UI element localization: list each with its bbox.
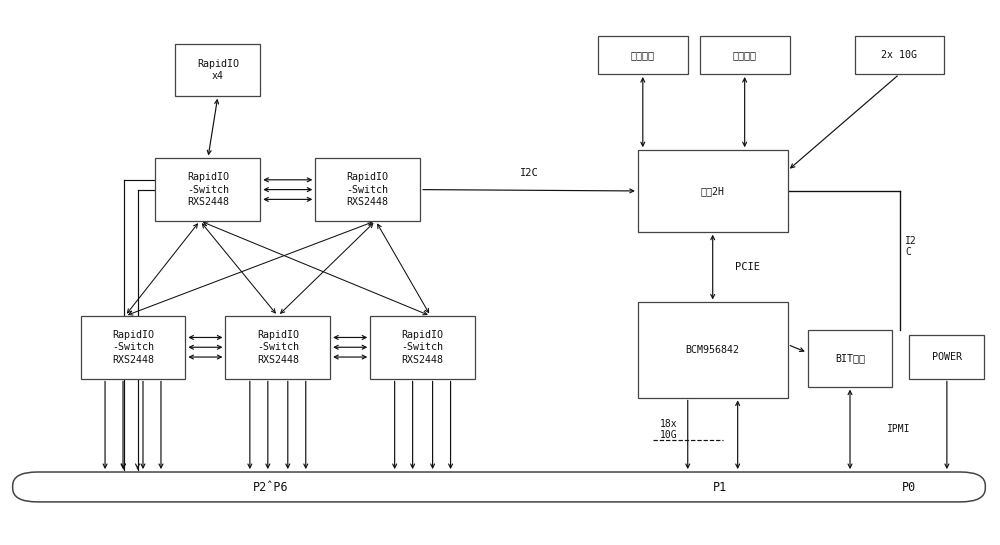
Text: I2
C: I2 C: [905, 236, 917, 257]
Text: 调试串口: 调试串口: [631, 50, 655, 60]
FancyBboxPatch shape: [808, 330, 892, 386]
FancyBboxPatch shape: [81, 316, 185, 379]
FancyBboxPatch shape: [315, 159, 420, 221]
Text: BIT自检: BIT自检: [835, 353, 865, 363]
Text: RapidIO
-Switch
RXS2448: RapidIO -Switch RXS2448: [257, 330, 299, 365]
FancyBboxPatch shape: [155, 159, 260, 221]
FancyBboxPatch shape: [855, 36, 944, 74]
Text: IPMI: IPMI: [887, 425, 910, 434]
Text: RapidIO
-Switch
RXS2448: RapidIO -Switch RXS2448: [402, 330, 444, 365]
FancyBboxPatch shape: [638, 302, 788, 397]
Text: RapidIO
-Switch
RXS2448: RapidIO -Switch RXS2448: [347, 172, 389, 207]
FancyBboxPatch shape: [225, 316, 330, 379]
FancyBboxPatch shape: [700, 36, 790, 74]
Text: 18x
10G: 18x 10G: [660, 419, 678, 440]
Text: BCM956842: BCM956842: [686, 345, 740, 355]
Text: POWER: POWER: [932, 352, 962, 362]
Text: RapidIO
x4: RapidIO x4: [197, 59, 239, 81]
FancyBboxPatch shape: [13, 472, 985, 502]
Text: 龙芯2H: 龙芯2H: [701, 186, 725, 196]
Text: RapidIO
-Switch
RXS2448: RapidIO -Switch RXS2448: [187, 172, 229, 207]
Text: PCIE: PCIE: [735, 262, 760, 272]
Text: RapidIO
-Switch
RXS2448: RapidIO -Switch RXS2448: [112, 330, 154, 365]
FancyBboxPatch shape: [909, 335, 984, 379]
Text: P0: P0: [902, 481, 917, 494]
Text: 管理网口: 管理网口: [733, 50, 757, 60]
Text: P1: P1: [713, 481, 727, 494]
FancyBboxPatch shape: [598, 36, 688, 74]
Text: I2C: I2C: [520, 168, 538, 178]
FancyBboxPatch shape: [638, 150, 788, 232]
FancyBboxPatch shape: [370, 316, 475, 379]
Text: P2ˆP6: P2ˆP6: [253, 481, 288, 494]
Text: 2x 10G: 2x 10G: [881, 50, 917, 60]
FancyBboxPatch shape: [175, 44, 260, 96]
